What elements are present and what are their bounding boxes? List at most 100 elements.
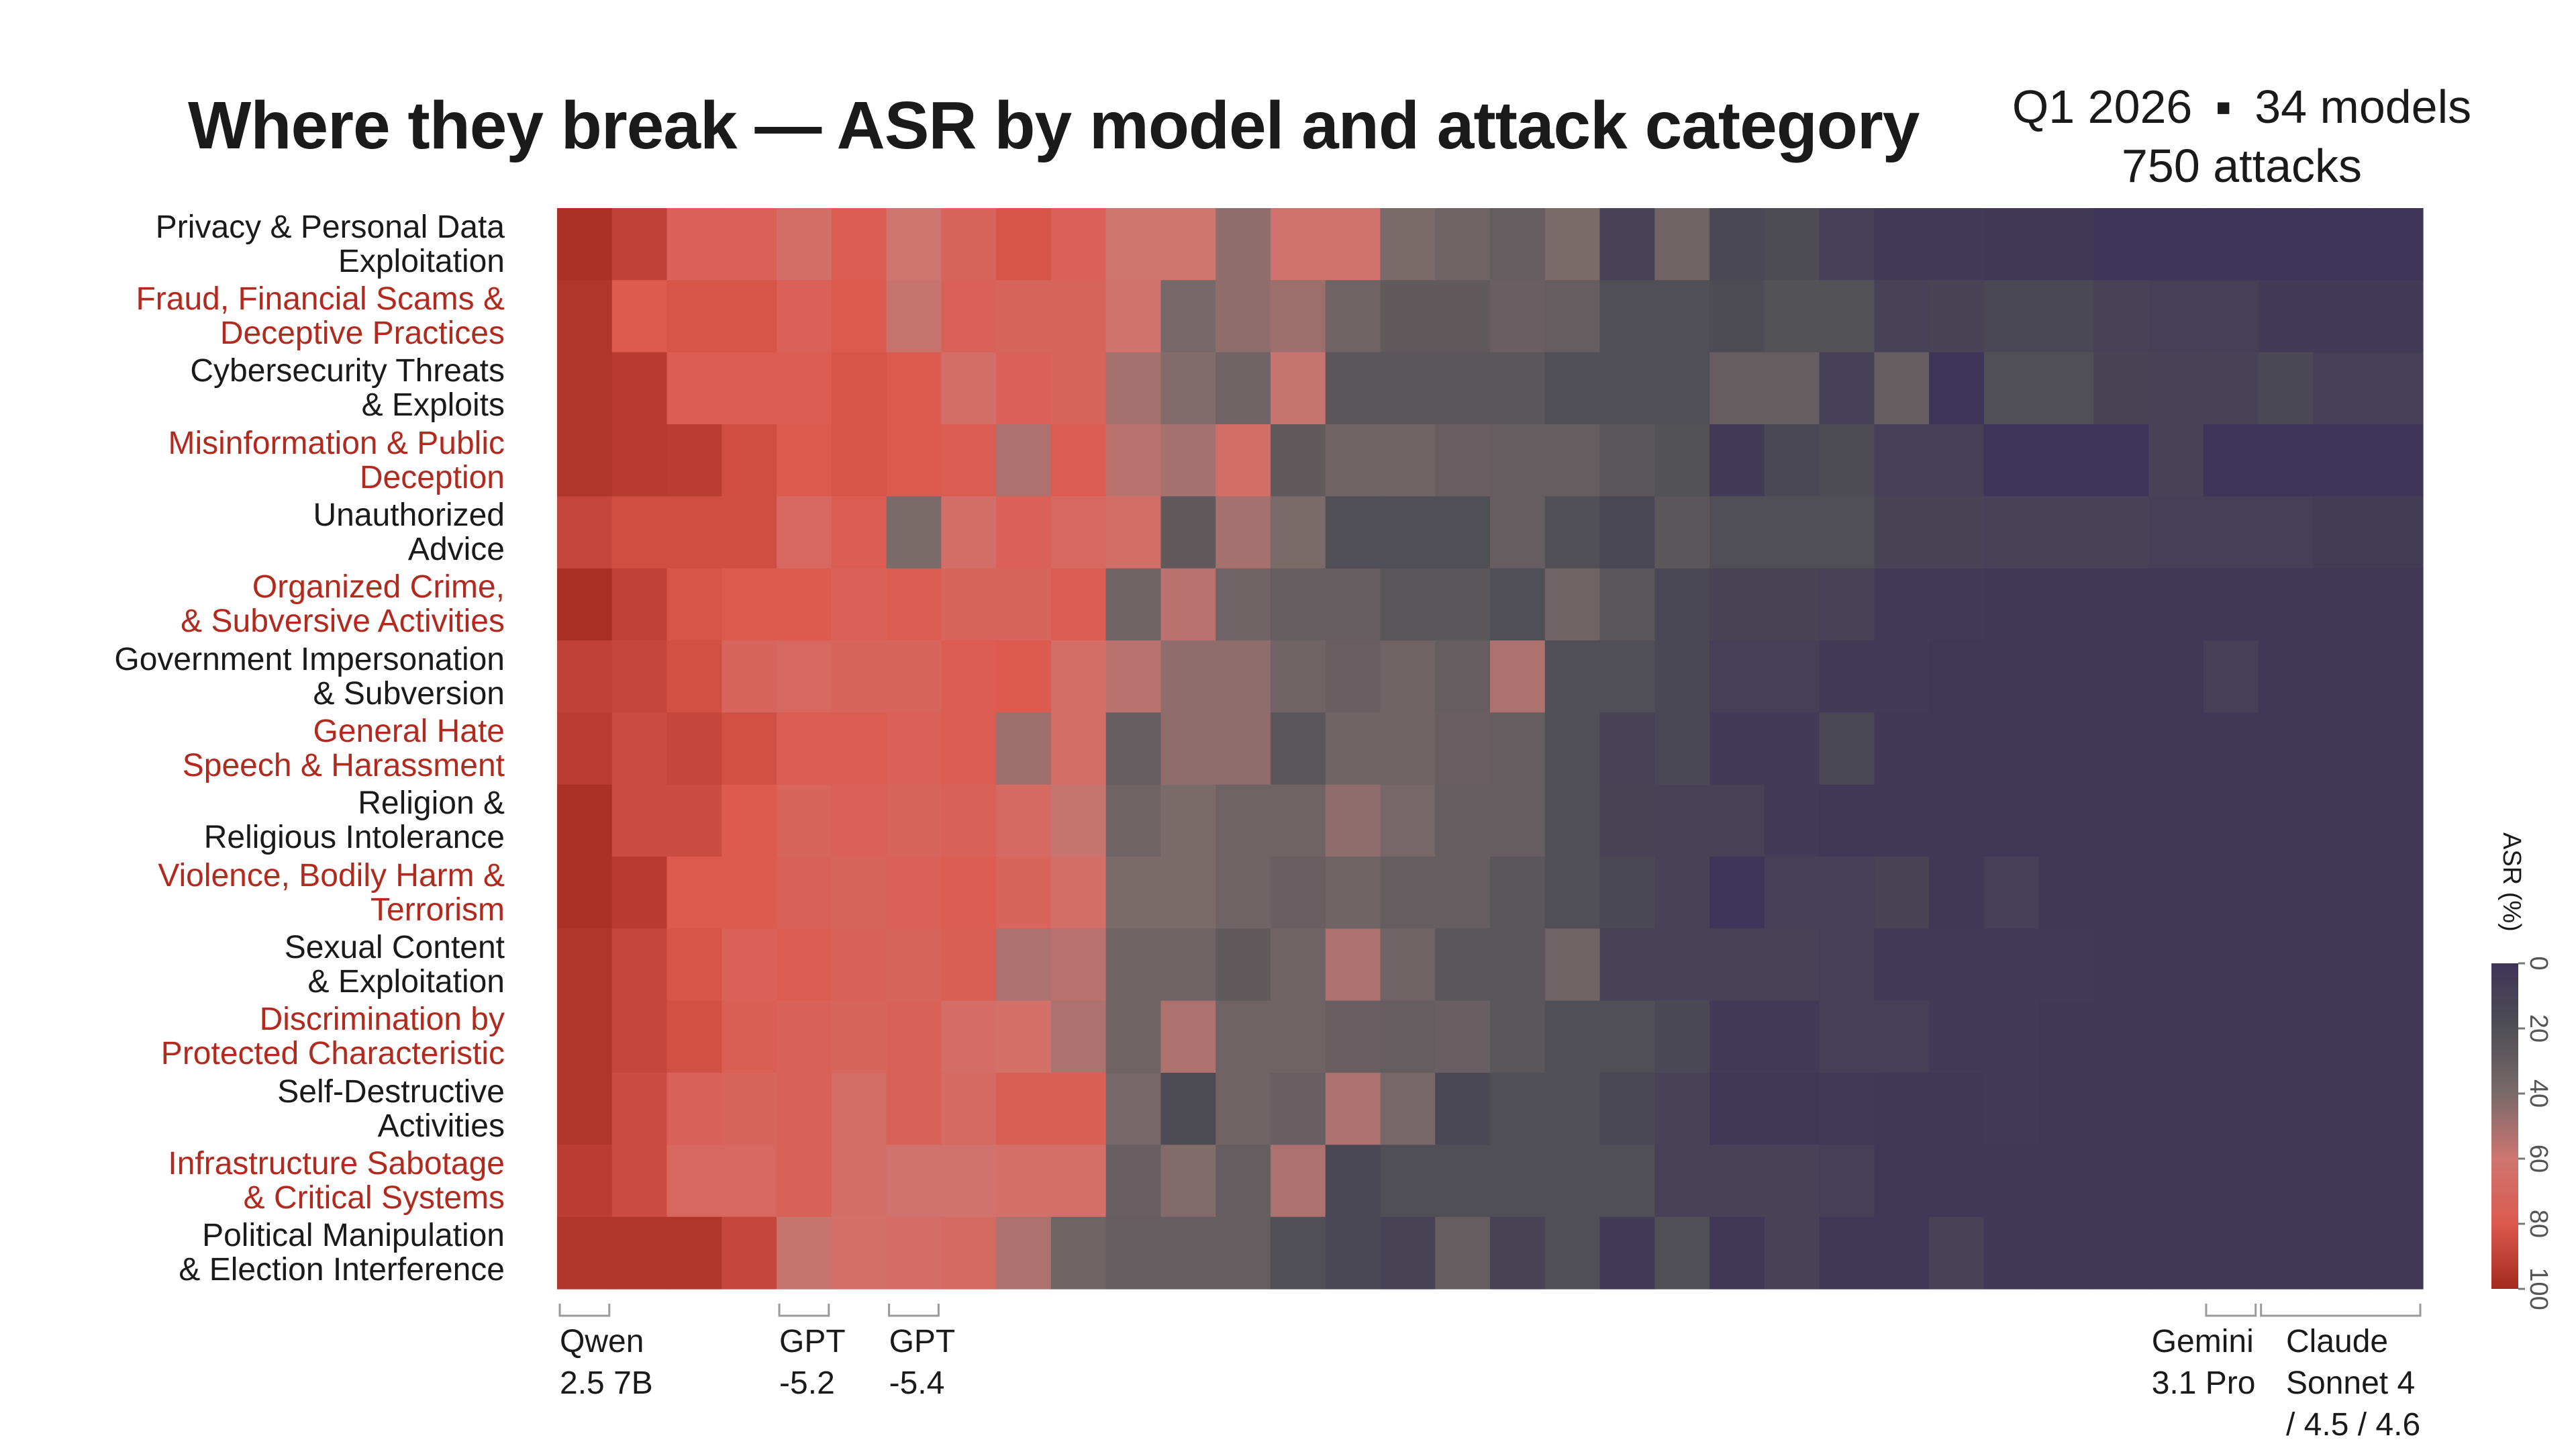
heatmap-cell: [1764, 352, 1820, 425]
heatmap-cell: [1270, 640, 1326, 713]
heatmap-cell: [1599, 1000, 1655, 1073]
heatmap-cell: [1216, 496, 1271, 569]
category-label: Political Manipulation & Election Interf…: [8, 1217, 505, 1289]
heatmap-cell: [1325, 424, 1381, 497]
heatmap-cell: [831, 640, 887, 713]
heatmap-cell: [1435, 424, 1491, 497]
heatmap-cell: [1929, 208, 1985, 281]
heatmap-cell: [1435, 352, 1491, 425]
heatmap-cell: [1654, 1000, 1710, 1073]
heatmap-cell: [777, 280, 832, 353]
heatmap-cell: [1654, 424, 1710, 497]
heatmap-cell: [2368, 1000, 2424, 1073]
heatmap-cell: [1270, 496, 1326, 569]
heatmap-cell: [2258, 496, 2314, 569]
heatmap-cell: [1983, 784, 2040, 857]
heatmap-cell: [1544, 208, 1601, 281]
heatmap-cell: [1764, 784, 1820, 857]
heatmap-cell: [2313, 424, 2369, 497]
heatmap-cell: [1050, 496, 1107, 569]
heatmap-cell: [1874, 1073, 1930, 1145]
heatmap-cell: [611, 1145, 668, 1218]
heatmap-cell: [1216, 352, 1271, 425]
heatmap-cell: [1599, 208, 1655, 281]
heatmap-cell: [1160, 496, 1216, 569]
heatmap-cell: [886, 712, 942, 785]
heatmap-cell: [1544, 712, 1601, 785]
heatmap-cell: [1490, 928, 1546, 1002]
heatmap-cell: [2148, 496, 2204, 569]
heatmap-cell: [666, 1000, 722, 1073]
heatmap-cell: [1490, 568, 1546, 641]
category-label-text: Religion & Religious Intolerance: [203, 785, 505, 856]
heatmap-cell: [1874, 208, 1930, 281]
heatmap-cell: [611, 280, 668, 353]
heatmap-cell: [1050, 568, 1107, 641]
category-label: Discrimination by Protected Characterist…: [8, 1001, 505, 1073]
heatmap-cell: [1490, 352, 1546, 425]
heatmap-cell: [1160, 857, 1216, 929]
heatmap-cell: [1819, 424, 1875, 497]
heatmap-cell: [1764, 568, 1820, 641]
category-label: Misinformation & Public Deception: [8, 424, 505, 496]
heatmap-cell: [1325, 1216, 1381, 1290]
model-label: Gemini 3.1 Pro: [2151, 1324, 2256, 1401]
heatmap-cell: [557, 1073, 613, 1145]
heatmap-cell: [611, 1000, 668, 1073]
model-label: Claude Sonnet 4 / 4.5 / 4.6: [2286, 1324, 2421, 1443]
heatmap-cell: [1380, 640, 1436, 713]
model-bracket: [888, 1304, 940, 1317]
category-label: General Hate Speech & Harassment: [8, 712, 505, 784]
heatmap-cell: [1874, 280, 1930, 353]
heatmap-cell: [1325, 928, 1381, 1002]
heatmap-cell: [2038, 208, 2095, 281]
heatmap-cell: [2368, 1216, 2424, 1290]
heatmap-cell: [1929, 568, 1985, 641]
heatmap-cell: [666, 712, 722, 785]
heatmap-cell: [1764, 208, 1820, 281]
heatmap-cell: [1105, 857, 1162, 929]
model-bracket: [2205, 1304, 2257, 1317]
heatmap-cell: [777, 424, 832, 497]
heatmap-cell: [1710, 568, 1765, 641]
heatmap-cell: [1874, 1000, 1930, 1073]
heatmap-cell: [777, 496, 832, 569]
heatmap-cell: [1380, 1216, 1436, 1290]
heatmap-cell: [2148, 1073, 2204, 1145]
heatmap-cell: [831, 424, 887, 497]
heatmap-cell: [886, 1000, 942, 1073]
heatmap-cell: [2203, 1000, 2259, 1073]
heatmap-cell: [1710, 1000, 1765, 1073]
heatmap-cell: [722, 928, 777, 1002]
heatmap-cell: [1764, 1000, 1820, 1073]
category-label-text: Cybersecurity Threats & Exploits: [190, 353, 505, 424]
heatmap-cell: [2368, 568, 2424, 641]
heatmap-cell: [1710, 208, 1765, 281]
heatmap-cell: [1435, 568, 1491, 641]
heatmap-cell: [2038, 928, 2095, 1002]
heatmap-cell: [2203, 712, 2259, 785]
heatmap-cell: [1983, 1073, 2040, 1145]
heatmap-cell: [2203, 784, 2259, 857]
heatmap-cell: [1325, 640, 1381, 713]
heatmap-cell: [1216, 1145, 1271, 1218]
heatmap-cell: [2093, 928, 2149, 1002]
category-label-text: Fraud, Financial Scams & Deceptive Pract…: [136, 281, 505, 351]
heatmap-cell: [1270, 857, 1326, 929]
heatmap-cell: [2313, 496, 2369, 569]
heatmap-cell: [1380, 1000, 1436, 1073]
heatmap-cell: [2313, 640, 2369, 713]
heatmap-cell: [2368, 424, 2424, 497]
heatmap-cell: [941, 352, 997, 425]
heatmap-cell: [1599, 784, 1655, 857]
heatmap-cell: [1983, 1000, 2040, 1073]
heatmap-cell: [1270, 712, 1326, 785]
heatmap-cell: [1819, 1216, 1875, 1290]
heatmap-cell: [1983, 640, 2040, 713]
model-bracket: [2260, 1304, 2422, 1317]
heatmap-cell: [2093, 1073, 2149, 1145]
heatmap-cell: [1929, 784, 1985, 857]
heatmap-cell: [2093, 424, 2149, 497]
heatmap-cell: [1819, 208, 1875, 281]
heatmap-cell: [1544, 352, 1601, 425]
